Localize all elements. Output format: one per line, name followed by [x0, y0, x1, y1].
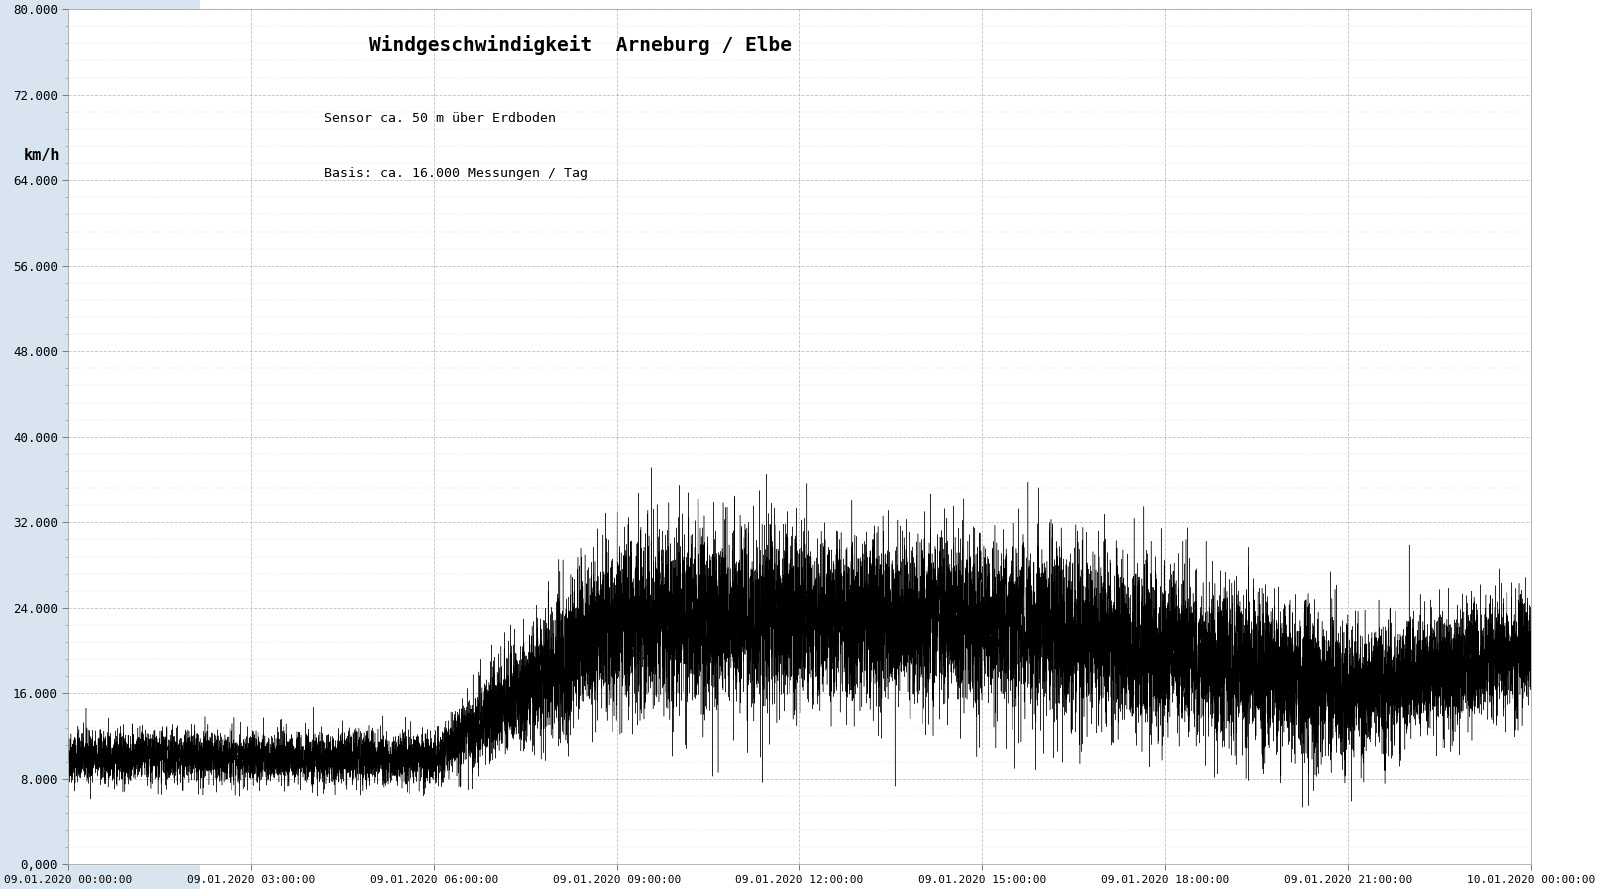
Text: Sensor ca. 50 m über Erdboden: Sensor ca. 50 m über Erdboden: [325, 112, 556, 124]
Text: km/h: km/h: [24, 148, 61, 163]
Text: Basis: ca. 16.000 Messungen / Tag: Basis: ca. 16.000 Messungen / Tag: [325, 167, 588, 180]
Text: Windgeschwindigkeit  Arneburg / Elbe: Windgeschwindigkeit Arneburg / Elbe: [369, 35, 792, 55]
